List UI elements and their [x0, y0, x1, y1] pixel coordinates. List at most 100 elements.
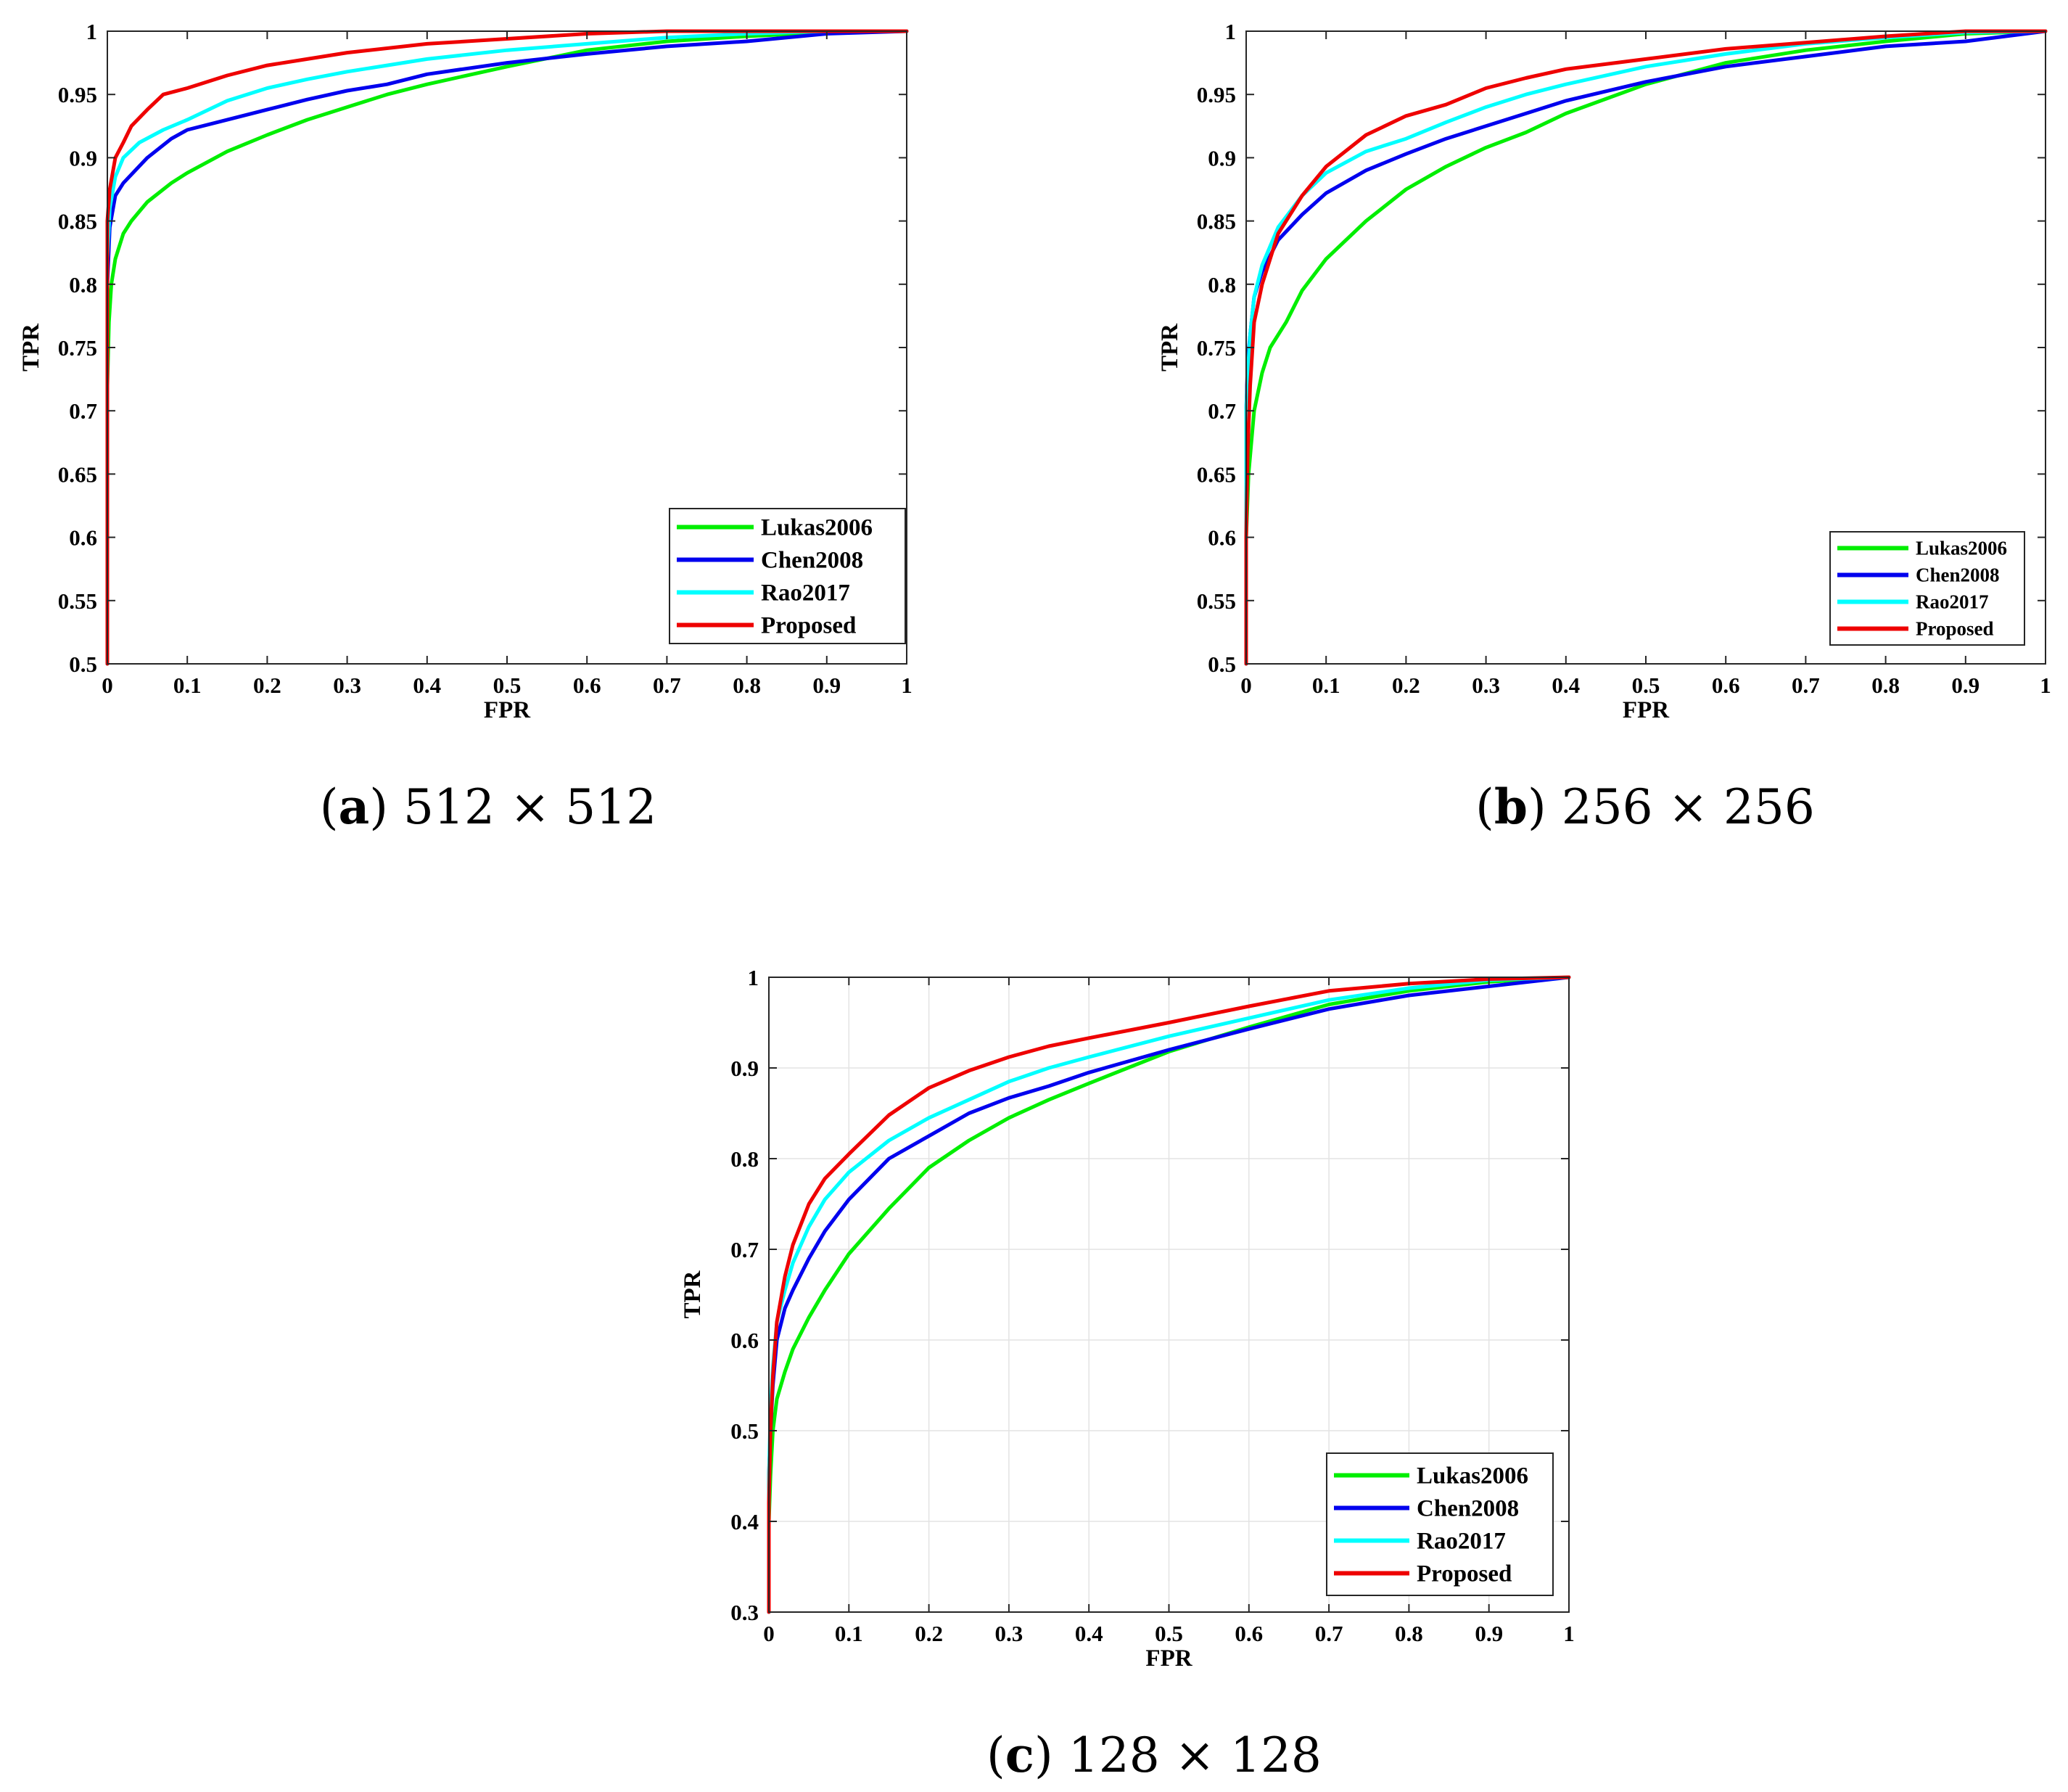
x-tick-label: 0.4: [1552, 673, 1580, 698]
series-line-lukas2006: [1244, 29, 2048, 666]
series-line-chen2008: [105, 29, 909, 666]
caption-text: 512 × 512: [403, 779, 656, 835]
y-tick-label: 0.8: [730, 1146, 759, 1172]
y-tick-label: 0.8: [69, 272, 97, 297]
legend: Lukas2006 Chen2008 Rao2017 Proposed: [669, 508, 906, 644]
legend-label: Rao2017: [761, 580, 850, 607]
x-tick-label: 0.6: [573, 673, 601, 698]
panel-caption: (c) 128 × 128: [986, 1727, 1322, 1783]
y-axis-label: TPR: [680, 1270, 706, 1318]
y-tick-labels: 0.5 0.55 0.6 0.65 0.7 0.75 0.8 0.85 0.9 0.95 1: [58, 19, 97, 677]
y-tick-labels: 0.5 0.55 0.6 0.65 0.7 0.75 0.8 0.85 0.9 0.95 1: [1197, 19, 1236, 677]
x-tick-label: 0.3: [1472, 673, 1500, 698]
y-tick-label: 0.55: [58, 588, 97, 614]
y-tick-label: 0.9: [730, 1056, 759, 1081]
x-tick-label: 0.5: [1155, 1621, 1183, 1646]
y-tick-label: 0.85: [58, 209, 97, 234]
tick-marks: [768, 977, 1570, 1613]
panel-caption: (b) 256 × 256: [1475, 778, 1815, 835]
y-tick-label: 0.5: [730, 1418, 759, 1444]
y-tick-label: 0.3: [730, 1600, 759, 1625]
y-tick-label: 0.5: [69, 652, 97, 677]
y-tick-label: 0.7: [1208, 398, 1236, 424]
x-tick-labels: 0 0.1 0.2 0.3 0.4 0.5 0.6 0.7 0.8 0.9 1: [102, 673, 913, 698]
y-tick-label: 0.9: [69, 145, 97, 170]
y-tick-label: 0.8: [1208, 272, 1236, 297]
y-tick-label: 0.95: [58, 82, 97, 107]
x-tick-label: 0.3: [995, 1621, 1023, 1646]
y-tick-label: 0.85: [1197, 209, 1236, 234]
y-tick-label: 0.7: [69, 398, 97, 424]
x-tick-label: 0.8: [733, 673, 761, 698]
x-tick-labels: 0 0.1 0.2 0.3 0.4 0.5 0.6 0.7 0.8 0.9 1: [1240, 673, 2051, 698]
y-tick-label: 0.75: [58, 335, 97, 361]
x-tick-label: 0.8: [1395, 1621, 1423, 1646]
panel-b-256: 0 0.1 0.2 0.3 0.4 0.5 0.6 0.7 0.8 0.9 1 0.5 0.55 0.6…: [1157, 19, 2051, 835]
x-tick-label: 0.5: [1632, 673, 1660, 698]
x-tick-label: 0.1: [835, 1621, 863, 1646]
x-tick-label: 0: [1240, 673, 1252, 698]
x-tick-label: 0.5: [493, 673, 522, 698]
x-tick-label: 0.2: [915, 1621, 943, 1646]
y-tick-label: 0.65: [58, 461, 97, 487]
legend: Lukas2006 Chen2008 Rao2017 Proposed: [1829, 531, 2025, 646]
x-tick-label: 1: [1563, 1621, 1575, 1646]
y-tick-label: 0.95: [1197, 82, 1236, 107]
x-tick-label: 0.8: [1871, 673, 1900, 698]
y-axis-label: TPR: [18, 323, 44, 371]
legend-label: Proposed: [1916, 618, 1994, 640]
series-line-lukas2006: [105, 29, 909, 666]
legend-label: Rao2017: [1916, 591, 1989, 613]
y-tick-label: 1: [748, 965, 759, 990]
caption-text: 256 × 256: [1562, 779, 1815, 835]
y-tick-label: 1: [86, 19, 98, 44]
x-tick-label: 1: [901, 673, 913, 698]
y-tick-labels: 0.3 0.4 0.5 0.6 0.7 0.8 0.9 1: [730, 965, 759, 1625]
x-tick-labels: 0 0.1 0.2 0.3 0.4 0.5 0.6 0.7 0.8 0.9 1: [763, 1621, 1575, 1646]
panel-a-512: 0 0.1 0.2 0.3 0.4 0.5 0.6 0.7 0.8 0.9 1 0.5 0.55 0.6…: [18, 19, 913, 835]
x-tick-label: 0.7: [1792, 673, 1820, 698]
x-axis-label: FPR: [1145, 1645, 1192, 1672]
y-tick-label: 0.6: [69, 525, 97, 551]
x-tick-label: 0.6: [1712, 673, 1740, 698]
series-lines: [1244, 29, 2048, 666]
x-tick-label: 0.7: [1315, 1621, 1343, 1646]
x-tick-label: 0.9: [1951, 673, 1980, 698]
series-lines: [767, 975, 1571, 1614]
legend-label: Proposed: [1417, 1561, 1512, 1587]
legend-label: Proposed: [761, 613, 856, 639]
panel-caption: (a) 512 × 512: [320, 778, 656, 835]
x-tick-label: 1: [2040, 673, 2051, 698]
caption-letter: a: [339, 778, 370, 835]
y-tick-label: 0.5: [1208, 652, 1236, 677]
legend-box: [1829, 531, 2025, 646]
x-tick-label: 0.9: [812, 673, 841, 698]
series-line-proposed: [767, 975, 1571, 1614]
x-tick-label: 0.3: [333, 673, 361, 698]
y-tick-label: 0.65: [1197, 461, 1236, 487]
legend-label: Lukas2006: [761, 515, 873, 541]
y-tick-label: 1: [1225, 19, 1237, 44]
legend: Lukas2006 Chen2008 Rao2017 Proposed: [1326, 1452, 1554, 1596]
x-tick-label: 0: [763, 1621, 775, 1646]
y-tick-label: 0.4: [730, 1509, 759, 1534]
x-tick-label: 0: [102, 673, 113, 698]
legend-label: Chen2008: [1417, 1496, 1519, 1522]
x-tick-label: 0.4: [413, 673, 441, 698]
series-line-proposed: [1244, 29, 2048, 666]
tick-marks: [107, 30, 907, 665]
panel-c-128: 0 0.1 0.2 0.3 0.4 0.5 0.6 0.7 0.8 0.9 1 0.30.40.50…: [680, 965, 1575, 1783]
x-tick-label: 0.9: [1475, 1621, 1503, 1646]
caption-letter: c: [1005, 1727, 1034, 1783]
legend-box: [669, 508, 906, 644]
x-tick-label: 0.1: [173, 673, 202, 698]
y-tick-label: 0.7: [730, 1237, 759, 1262]
grid-lines: [769, 977, 1569, 1612]
x-tick-label: 0.2: [253, 673, 281, 698]
x-tick-label: 0.7: [653, 673, 681, 698]
legend-label: Rao2017: [1417, 1529, 1506, 1555]
y-axis-label: TPR: [1157, 323, 1183, 371]
x-tick-label: 0.6: [1235, 1621, 1263, 1646]
y-tick-label: 0.9: [1208, 145, 1236, 170]
